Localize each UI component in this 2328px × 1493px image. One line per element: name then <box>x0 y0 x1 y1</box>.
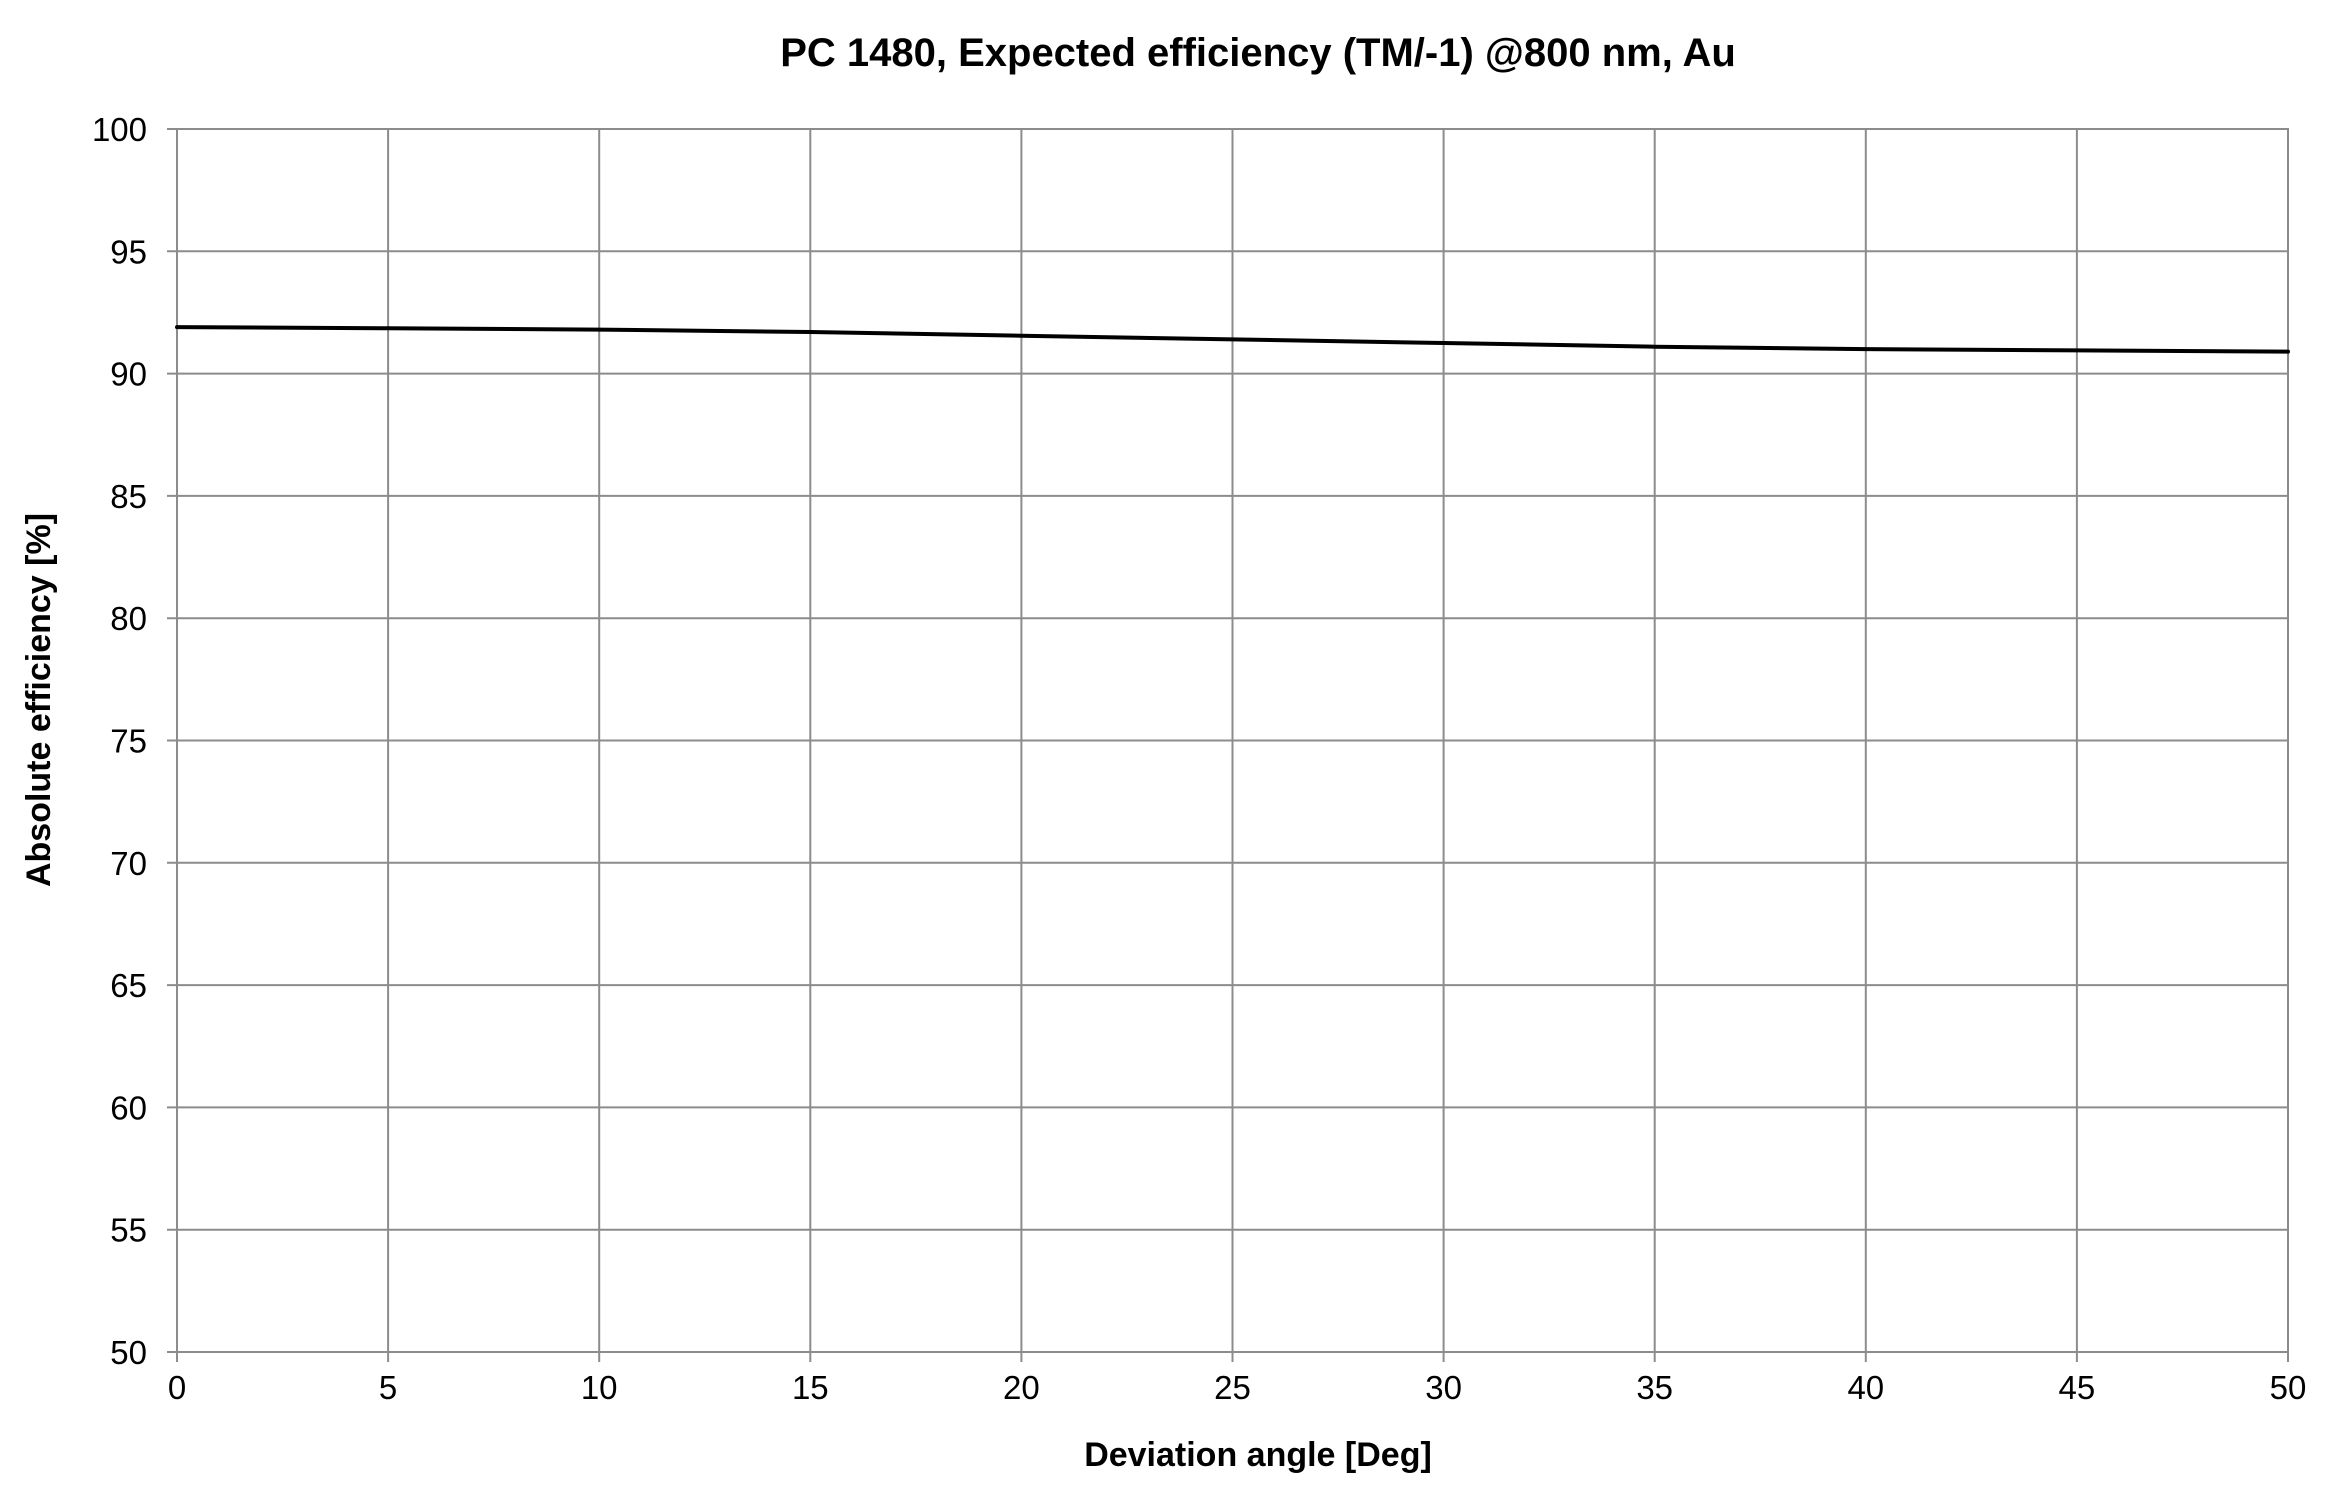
x-tick-label: 40 <box>1847 1369 1884 1406</box>
y-tick-label: 65 <box>110 967 147 1004</box>
x-tick-label: 20 <box>1003 1369 1040 1406</box>
y-tick-label: 60 <box>110 1089 147 1126</box>
series-line <box>175 325 2290 354</box>
y-tick-label: 70 <box>110 845 147 882</box>
y-tick-label: 80 <box>110 600 147 637</box>
chart-title: PC 1480, Expected efficiency (TM/-1) @80… <box>780 31 1736 75</box>
y-tick-labels: 50 55 60 65 70 75 80 85 90 95 100 <box>92 111 147 1371</box>
y-axis-title: Absolute efficiency [%] <box>20 513 58 887</box>
y-tick-label: 55 <box>110 1212 147 1249</box>
x-axis-title: Deviation angle [Deg] <box>1084 1436 1432 1474</box>
x-tick-label: 15 <box>792 1369 829 1406</box>
x-tick-label: 30 <box>1425 1369 1462 1406</box>
plot-frame <box>176 128 2289 1353</box>
x-tick-label: 10 <box>581 1369 618 1406</box>
plot-area-border <box>176 128 2289 1353</box>
y-tick-label: 50 <box>110 1334 147 1371</box>
y-tick-label: 100 <box>92 111 147 148</box>
x-tick-label: 50 <box>2270 1369 2307 1406</box>
y-tick-label: 90 <box>110 356 147 393</box>
x-tick-label: 25 <box>1214 1369 1251 1406</box>
y-tick-label: 95 <box>110 233 147 270</box>
x-tick-label: 35 <box>1636 1369 1673 1406</box>
x-tick-label: 5 <box>379 1369 397 1406</box>
y-tick-label: 85 <box>110 478 147 515</box>
y-tick-label: 75 <box>110 723 147 760</box>
x-tick-label: 0 <box>168 1369 186 1406</box>
x-tick-labels: 0 5 10 15 20 25 30 35 40 45 50 <box>168 1369 2307 1406</box>
series-layer <box>175 325 2290 354</box>
x-tick-label: 45 <box>2059 1369 2096 1406</box>
